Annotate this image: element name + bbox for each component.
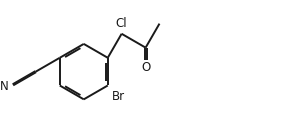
Text: Br: Br <box>112 90 125 103</box>
Text: Cl: Cl <box>116 18 127 30</box>
Text: N: N <box>0 80 9 93</box>
Text: O: O <box>141 62 150 75</box>
